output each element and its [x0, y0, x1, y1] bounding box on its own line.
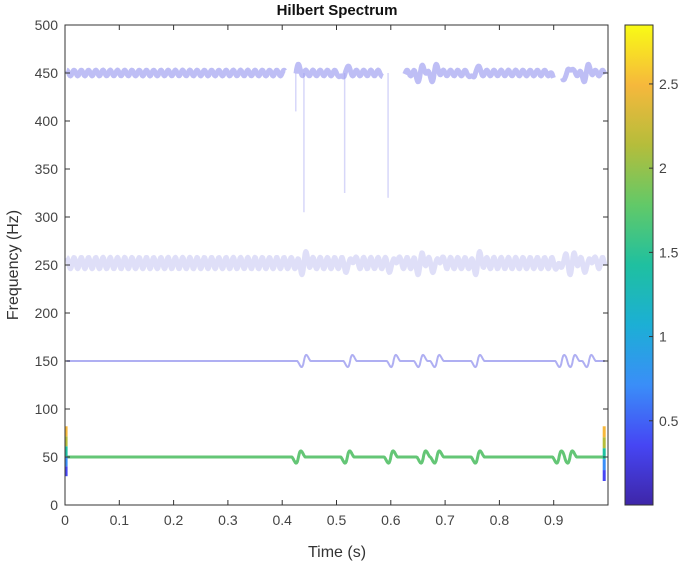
y-tick-label: 100 [35, 401, 59, 417]
x-tick-label: 0.4 [272, 512, 292, 528]
x-tick-label: 0 [61, 512, 69, 528]
x-tick-label: 0.2 [164, 512, 184, 528]
spectrum-trace-450hz [64, 67, 287, 79]
plot-area [64, 61, 608, 481]
y-tick-label: 150 [35, 353, 59, 369]
colorbar-ticks: 0.5 1 1.5 2 2.5 [649, 76, 679, 429]
y-tick-label: 300 [35, 209, 59, 225]
x-tick-label: 0.6 [381, 512, 401, 528]
spectrum-trace-450hz [402, 61, 556, 85]
colorbar-tick-label: 0.5 [659, 413, 679, 429]
y-tick-label: 350 [35, 161, 59, 177]
spectrum-trace-450hz [293, 61, 385, 80]
y-tick-label: 50 [42, 449, 58, 465]
x-axis-label: Time (s) [308, 544, 366, 561]
y-tick-label: 500 [35, 17, 59, 33]
spectrum-trace-450hz [560, 61, 608, 85]
spectrum-trace-50hz [65, 449, 606, 465]
y-axis-label: Frequency (Hz) [5, 210, 22, 320]
x-tick-label: 0.1 [110, 512, 130, 528]
colorbar [624, 24, 654, 506]
spectrum-trace-252hz [64, 249, 608, 278]
y-tick-label: 200 [35, 305, 59, 321]
x-tick-label: 0.8 [490, 512, 510, 528]
x-tick-label: 0.9 [544, 512, 564, 528]
colorbar-tick-label: 1 [659, 329, 667, 345]
chart-title: Hilbert Spectrum [277, 2, 398, 19]
y-tick-label: 0 [50, 497, 58, 513]
x-tick-label: 0.5 [327, 512, 347, 528]
colorbar-tick-label: 1.5 [659, 244, 679, 260]
spectrum-trace-150hz [66, 353, 606, 369]
y-axis-ticks: 0 50 100 150 200 250 300 350 400 450 500 [35, 17, 608, 513]
y-tick-label: 450 [35, 65, 59, 81]
x-axis-ticks: 0 0.1 0.2 0.3 0.4 0.5 0.6 0.7 0.8 0.9 [61, 25, 564, 528]
x-tick-label: 0.3 [218, 512, 238, 528]
x-tick-label: 0.7 [435, 512, 455, 528]
colorbar-tick-label: 2.5 [659, 76, 679, 92]
y-tick-label: 400 [35, 113, 59, 129]
y-tick-label: 250 [35, 257, 59, 273]
colorbar-tick-label: 2 [659, 160, 667, 176]
